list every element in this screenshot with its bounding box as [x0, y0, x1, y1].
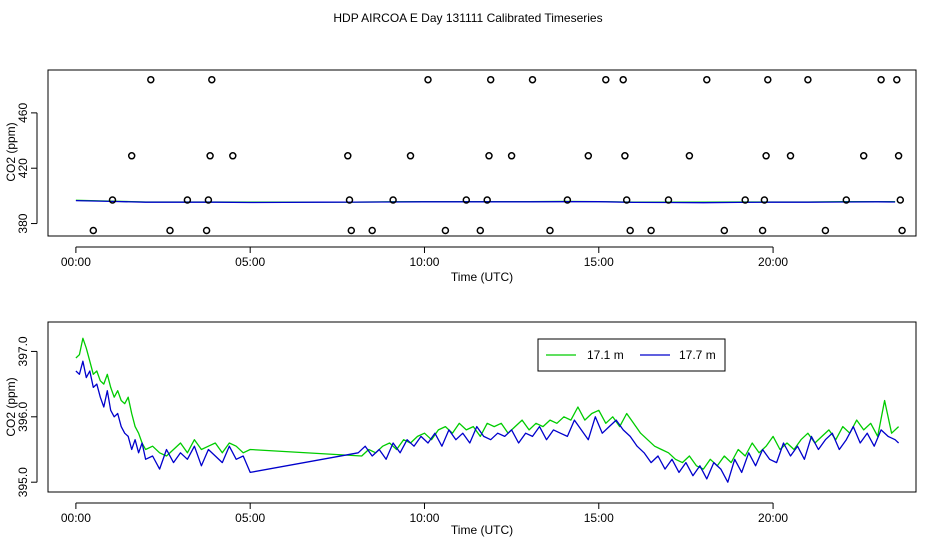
bottom-x-tick-label: 15:00: [584, 511, 614, 525]
bottom-x-tick-label: 10:00: [409, 511, 439, 525]
outlier-point: [619, 75, 627, 84]
top-x-tick-label: 00:00: [61, 255, 91, 269]
outlier-point: [183, 196, 192, 204]
outlier-point: [229, 152, 237, 160]
outlier-point: [622, 196, 631, 204]
outlier-point: [204, 196, 213, 204]
chart-title: HDP AIRCOA E Day 131111 Calibrated Times…: [333, 11, 602, 25]
outlier-point: [206, 152, 214, 160]
outlier-point: [877, 75, 885, 84]
top-panel: Time (UTC) CO2 (ppm) 00:00 05:00 10:00 15:0…: [4, 69, 917, 284]
outlier-point: [476, 226, 485, 235]
top-outlier-points: [89, 75, 906, 235]
bottom-x-axis-label: Time (UTC): [451, 523, 513, 537]
outlier-point: [345, 196, 354, 204]
bottom-panel: Time (UTC) CO2 (ppm) 00:00 05:00 10:00 15:0…: [4, 321, 917, 537]
bottom-series-line-1: [75, 337, 900, 470]
top-x-axis-label: Time (UTC): [451, 270, 513, 284]
outlier-point: [821, 226, 830, 235]
outlier-point: [894, 152, 903, 160]
outlier-point: [208, 75, 216, 84]
bottom-series-line-2: [75, 360, 900, 483]
outlier-point: [758, 226, 767, 235]
top-y-tick-label: 460: [16, 103, 30, 123]
outlier-point: [893, 75, 901, 84]
bottom-x-tick-label: 20:00: [758, 511, 788, 525]
outlier-point: [859, 152, 868, 160]
outlier-point: [720, 226, 729, 235]
bottom-x-tick-label: 05:00: [235, 511, 265, 525]
bottom-y-axis: 395.0 396.0 397.0: [16, 336, 38, 497]
outlier-point: [441, 226, 450, 235]
outlier-point: [584, 152, 593, 160]
outlier-point: [685, 152, 694, 160]
outlier-point: [621, 152, 629, 160]
top-y-tick-label: 380: [16, 213, 30, 233]
outlier-point: [368, 226, 376, 235]
outlier-point: [344, 152, 352, 160]
outlier-point: [762, 152, 770, 160]
top-series-line-2: [75, 199, 896, 204]
legend-label-17-7m: 17.7 m: [679, 348, 716, 362]
outlier-point: [703, 75, 711, 84]
bottom-plot-frame: [47, 321, 917, 493]
bottom-y-axis-label: CO2 (ppm): [4, 377, 18, 436]
bottom-x-tick-label: 00:00: [61, 511, 91, 525]
bottom-x-axis: 00:00 05:00 10:00 15:00 20:00: [61, 502, 788, 525]
bottom-y-tick-label: 397.0: [16, 336, 30, 366]
bottom-y-tick-label: 396.0: [16, 401, 30, 431]
outlier-point: [483, 196, 491, 204]
bottom-series-group: [75, 337, 900, 483]
top-x-tick-label: 15:00: [584, 255, 614, 269]
outlier-point: [626, 226, 634, 235]
outlier-point: [786, 152, 795, 160]
outlier-point: [127, 152, 136, 160]
top-series-group: [75, 199, 896, 204]
top-x-tick-label: 05:00: [235, 255, 265, 269]
outlier-point: [147, 75, 155, 84]
outlier-point: [347, 226, 356, 235]
legend: 17.1 m 17.7 m: [537, 338, 726, 372]
bottom-y-tick-label: 395.0: [16, 467, 30, 497]
outlier-point: [546, 226, 554, 235]
outlier-point: [528, 75, 537, 84]
outlier-point: [647, 226, 655, 235]
legend-label-17-1m: 17.1 m: [587, 348, 624, 362]
outlier-point: [507, 152, 516, 160]
outlier-point: [406, 152, 415, 160]
top-y-axis-label: CO2 (ppm): [4, 122, 18, 181]
outlier-point: [804, 75, 812, 84]
outlier-point: [664, 196, 673, 204]
outlier-point: [485, 152, 493, 160]
outlier-point: [462, 196, 471, 204]
outlier-point: [764, 75, 772, 84]
outlier-point: [389, 196, 397, 204]
top-y-axis: 380 420 460: [16, 103, 38, 234]
outlier-point: [898, 226, 906, 235]
outlier-point: [760, 196, 769, 204]
top-y-tick-label: 420: [16, 158, 30, 178]
outlier-point: [741, 196, 749, 204]
outlier-point: [602, 75, 610, 84]
outlier-point: [89, 226, 98, 235]
outlier-point: [424, 75, 432, 84]
outlier-point: [896, 196, 905, 204]
outlier-point: [486, 75, 495, 84]
outlier-point: [842, 196, 851, 204]
top-plot-frame: [47, 69, 917, 237]
outlier-point: [563, 196, 572, 204]
top-x-tick-label: 20:00: [758, 255, 788, 269]
outlier-point: [108, 196, 117, 204]
outlier-point: [166, 226, 174, 235]
top-x-tick-label: 10:00: [409, 255, 439, 269]
top-x-axis: 00:00 05:00 10:00 15:00 20:00: [61, 246, 788, 269]
outlier-point: [202, 226, 211, 235]
